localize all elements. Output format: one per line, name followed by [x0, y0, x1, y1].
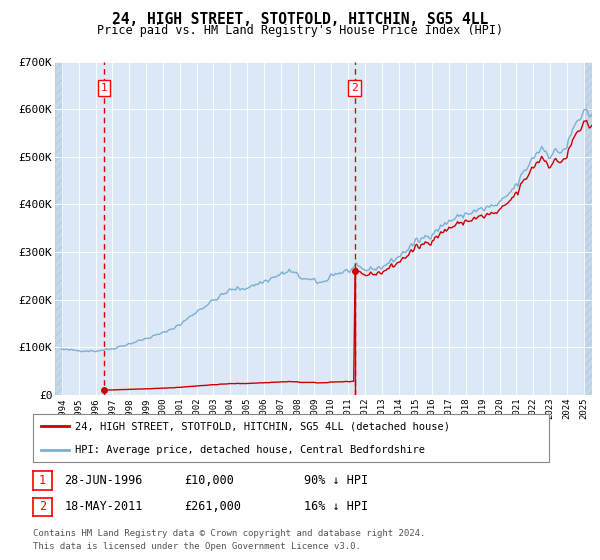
- Text: 2: 2: [39, 500, 46, 514]
- Text: 1: 1: [100, 83, 107, 94]
- Text: 16% ↓ HPI: 16% ↓ HPI: [304, 500, 368, 514]
- Text: 90% ↓ HPI: 90% ↓ HPI: [304, 474, 368, 487]
- Bar: [55, 62, 62, 395]
- Text: HPI: Average price, detached house, Central Bedfordshire: HPI: Average price, detached house, Cent…: [76, 445, 425, 455]
- Bar: [584, 62, 592, 395]
- Text: This data is licensed under the Open Government Licence v3.0.: This data is licensed under the Open Gov…: [33, 542, 361, 551]
- Text: 18-MAY-2011: 18-MAY-2011: [64, 500, 143, 514]
- Text: £10,000: £10,000: [184, 474, 234, 487]
- Text: Contains HM Land Registry data © Crown copyright and database right 2024.: Contains HM Land Registry data © Crown c…: [33, 529, 425, 538]
- Bar: [55, 62, 62, 395]
- Text: 24, HIGH STREET, STOTFOLD, HITCHIN, SG5 4LL: 24, HIGH STREET, STOTFOLD, HITCHIN, SG5 …: [112, 12, 488, 27]
- Text: £261,000: £261,000: [184, 500, 241, 514]
- Bar: [584, 62, 592, 395]
- Text: Price paid vs. HM Land Registry's House Price Index (HPI): Price paid vs. HM Land Registry's House …: [97, 24, 503, 36]
- Text: 2: 2: [351, 83, 358, 94]
- Text: 24, HIGH STREET, STOTFOLD, HITCHIN, SG5 4LL (detached house): 24, HIGH STREET, STOTFOLD, HITCHIN, SG5 …: [76, 421, 451, 431]
- Text: 1: 1: [39, 474, 46, 487]
- Text: 28-JUN-1996: 28-JUN-1996: [64, 474, 143, 487]
